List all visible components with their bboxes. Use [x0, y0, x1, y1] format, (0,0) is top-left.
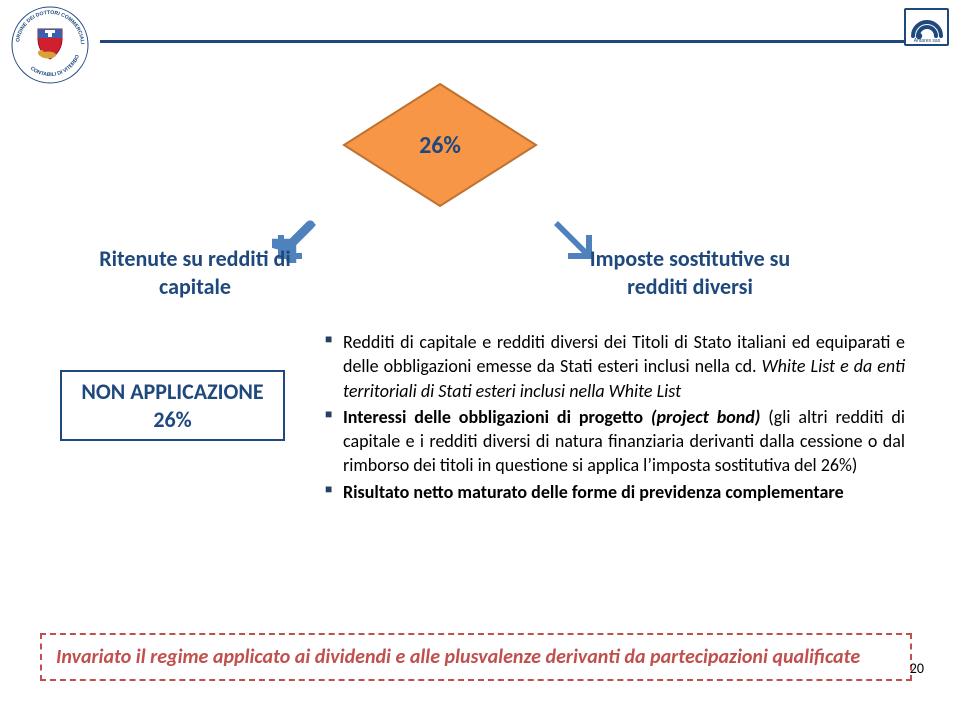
footer-note-text: Invariato il regime applicato ai dividen…: [56, 645, 860, 669]
diamond-label: 26%: [340, 80, 540, 210]
bullet-item-3: Risultato netto maturato delle forme di …: [325, 480, 905, 504]
slide-page: ORDINE DEI DOTTORI COMMERCIALISTI E DEGL…: [0, 0, 959, 711]
non-applicazione-box: NON APPLICAZIONE 26%: [60, 370, 285, 441]
footer-note-box: Invariato il regime applicato ai dividen…: [40, 633, 912, 681]
logo-antares-text: Antares sas: [913, 38, 940, 44]
label-ritenute: Ritenute su redditi di capitale: [75, 245, 315, 300]
label-imposte-line2: redditi diversi: [627, 273, 753, 300]
page-number: 20: [910, 660, 924, 677]
bullet-item-1: Redditi di capitale e redditi diversi de…: [325, 330, 905, 403]
label-imposte: Imposte sostitutive su redditi diversi: [560, 245, 820, 300]
header-divider: [100, 40, 904, 43]
bullet-2-paren: (project bond): [651, 406, 761, 428]
label-ritenute-line1: Ritenute su redditi di: [99, 245, 291, 272]
bullet-2-lead: Interessi delle obbligazioni di progetto: [343, 406, 651, 428]
logo-antares: Antares sas: [904, 8, 949, 46]
label-ritenute-line2: capitale: [159, 273, 231, 300]
diamond-shape: 26%: [340, 80, 540, 210]
bullet-item-2: Interessi delle obbligazioni di progetto…: [325, 405, 905, 478]
non-app-line1: NON APPLICAZIONE: [81, 378, 263, 405]
label-imposte-line1: Imposte sostitutive su: [590, 245, 791, 272]
bullet-list: Redditi di capitale e redditi diversi de…: [325, 330, 905, 506]
logo-ordine-commercialisti: ORDINE DEI DOTTORI COMMERCIALISTI E DEGL…: [10, 5, 90, 85]
non-app-line2: 26%: [153, 406, 191, 433]
bullet-3-text: Risultato netto maturato delle forme di …: [343, 481, 844, 503]
